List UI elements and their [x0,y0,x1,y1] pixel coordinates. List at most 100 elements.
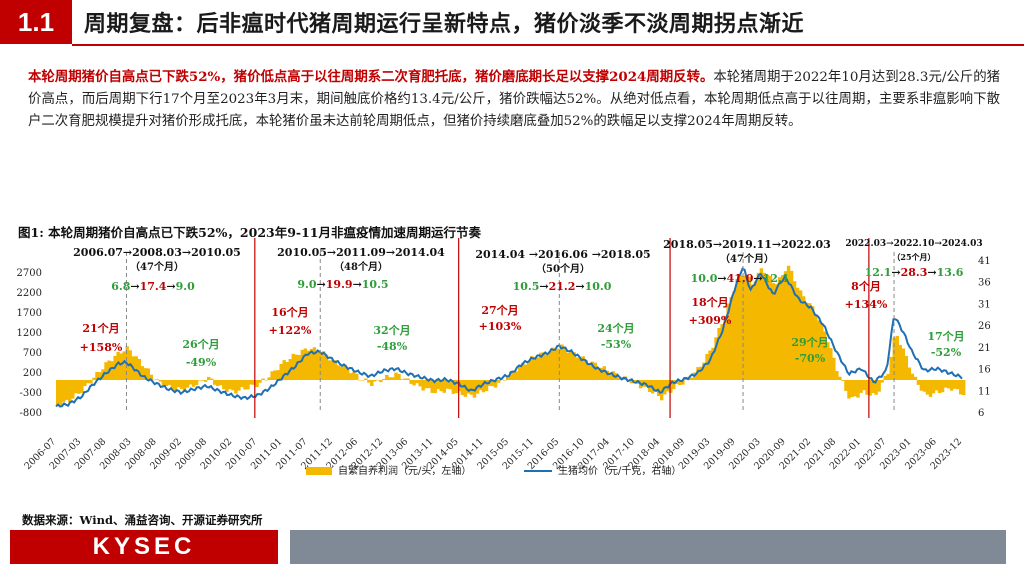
profit-bar [765,274,770,380]
profit-bar [820,322,824,380]
profit-bar [539,352,543,380]
profit-bar [418,380,422,387]
profit-bar [572,352,576,380]
right-axis-tick: 36 [978,278,991,289]
profit-bar [92,377,96,380]
profit-bar [134,356,138,380]
profit-bar [351,372,356,380]
profit-bar [678,380,682,386]
profit-bar [412,380,416,386]
cycle-span: 2022.03→2022.10→2024.03 [845,239,982,249]
profit-bar [279,363,283,380]
profit-bar [119,353,123,380]
profit-bar [140,366,144,380]
profit-bar [955,380,960,390]
profit-bar [364,378,368,380]
profit-bar [445,380,449,389]
profit-bar [962,380,966,395]
profit-bar [581,356,585,380]
profit-bar [152,379,157,381]
profit-bar [726,303,730,380]
profit-bar [835,371,839,380]
profit-bar [747,276,751,380]
profit-bar [880,380,884,383]
profit-bar [596,367,600,380]
profit-bar [587,363,591,380]
profit-bar [65,380,69,400]
profit-bar [164,380,169,386]
profit-bar [723,315,727,380]
cycle-price-part: 10.0 [691,272,718,285]
profit-bar [484,380,489,392]
cycle-up-months: 16个月 [271,305,308,319]
left-axis-tick: -800 [20,408,42,419]
profit-bar [394,372,398,380]
profit-bar [158,380,163,382]
profit-bar [397,373,401,380]
profit-bar [744,275,748,380]
profit-bar [246,380,250,390]
profit-bar [210,378,214,380]
profit-bar [578,358,582,380]
profit-bar [859,380,863,393]
profit-bar [946,380,951,389]
profit-bar [928,380,933,397]
profit-bar [333,360,338,380]
profit-bar [717,327,721,380]
profit-bar [228,380,232,390]
profit-bar [841,380,845,381]
cycle-months: （47个月） [130,260,184,273]
profit-bar [291,353,295,380]
profit-bar [219,380,223,386]
profit-bar [943,380,948,388]
profit-bar [826,342,830,380]
profit-bar [427,380,431,389]
profit-bar [795,287,800,380]
cycle-prices: 9.0→19.9→10.5 [297,278,388,291]
cycle-price-part: 17.4 [140,280,167,293]
profit-bar [705,353,709,380]
cycle-down-months: 26个月 [182,337,219,351]
cycle-price-part: 19.9 [326,278,353,291]
profit-bar [373,380,377,382]
profit-bar [817,320,821,380]
profit-bar [952,380,957,389]
profit-bar [762,272,767,380]
profit-bar [433,380,437,394]
cycle-up-months: 18个月 [691,295,728,309]
profit-bar [312,347,317,380]
profit-bar [176,380,181,388]
profit-bar [934,380,939,391]
profit-bar [916,380,921,385]
profit-bar [430,380,434,393]
profit-bar [832,357,836,380]
profit-bar [575,357,579,380]
profit-bar [400,379,404,380]
profit-bar [267,377,271,380]
profit-bar [95,371,99,380]
cycle-down-pct: -49% [186,356,217,369]
profit-bar [653,380,658,392]
cycle-span: 2018.05→2019.11→2022.03 [663,238,831,251]
profit-bar [110,361,114,380]
cycle-price-part: → [166,280,175,293]
cycle-span: 2010.05→2011.09→2014.04 [277,246,445,259]
profit-bar [342,364,347,380]
profit-bar [197,380,202,381]
cycle-down-months: 32个月 [373,323,410,337]
profit-bar [358,379,362,381]
profit-bar [261,378,265,380]
profit-bar [385,374,389,380]
profit-bar [258,380,262,383]
profit-bar [548,351,552,380]
profit-bar [632,380,637,381]
profit-bar [883,375,887,380]
profit-bar [273,370,277,380]
summary-body: 本轮猪周期于2022年10月达到28.3元/公斤的猪价高点，而后周期下行17个月… [28,70,1000,129]
profit-bar [804,302,809,380]
profit-bar [505,377,510,380]
profit-bar [593,362,597,380]
header-divider [72,44,1024,46]
left-axis-tick: -300 [20,388,42,399]
profit-bar [146,368,151,380]
